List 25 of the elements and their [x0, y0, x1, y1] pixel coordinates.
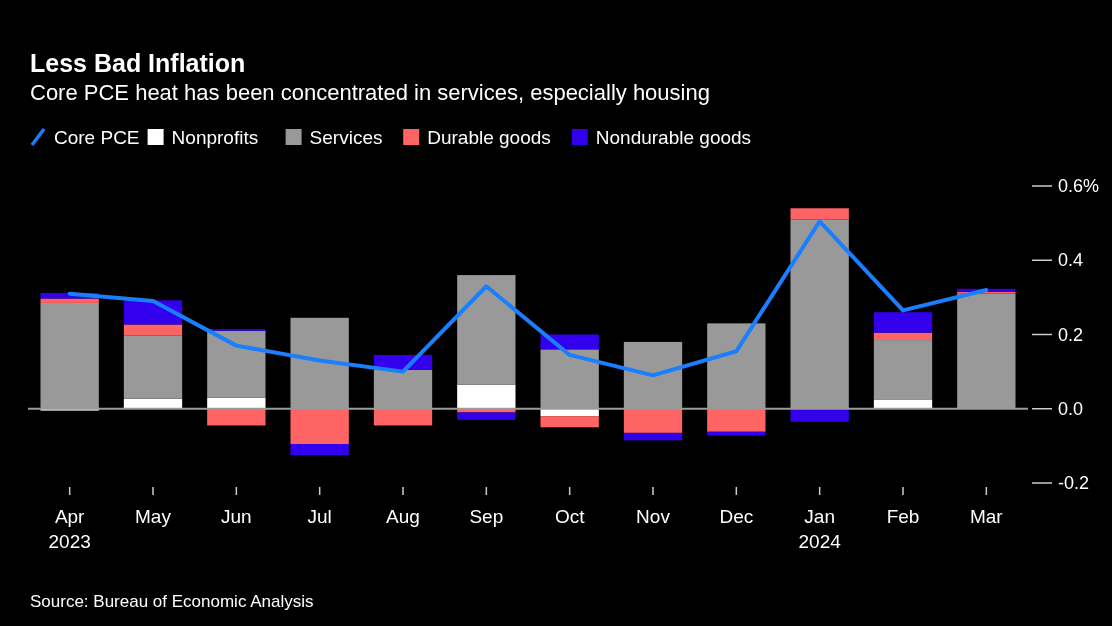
- x-tick-label: Feb: [886, 506, 920, 527]
- chart-title: Less Bad Inflation: [30, 49, 246, 77]
- x-tick-label: Sep: [469, 506, 504, 527]
- x-tick-label: Jan 2024: [798, 506, 842, 552]
- y-tick-label: 0.2: [1058, 324, 1084, 345]
- legend-label: Nondurable goods: [595, 127, 752, 148]
- x-tick-label: May: [135, 506, 172, 527]
- x-tick-label: Nov: [636, 506, 671, 527]
- legend-label: Services: [309, 127, 383, 148]
- x-tick-label: Dec: [719, 506, 754, 527]
- x-tick-label: Mar: [969, 506, 1004, 527]
- x-tick-label: Apr 2023: [48, 506, 91, 552]
- y-tick-label: 0.4: [1058, 250, 1084, 271]
- source-note: Source: Bureau of Economic Analysis: [30, 592, 314, 611]
- y-tick-label: -0.2: [1058, 473, 1090, 493]
- x-tick-label: Aug: [386, 506, 420, 527]
- chart-subtitle: Core PCE heat has been concentrated in services, especially housing: [30, 80, 710, 105]
- y-tick-label: 0.6%: [1058, 176, 1100, 196]
- x-tick-label: Oct: [554, 506, 586, 527]
- legend-label: Nonprofits: [171, 127, 259, 148]
- y-tick-label: 0.0: [1058, 398, 1084, 419]
- x-tick-label: Jul: [307, 506, 332, 527]
- x-tick-label: Jun: [221, 506, 252, 527]
- legend-label: Core PCE: [54, 127, 140, 148]
- legend-label: Durable goods: [427, 127, 551, 148]
